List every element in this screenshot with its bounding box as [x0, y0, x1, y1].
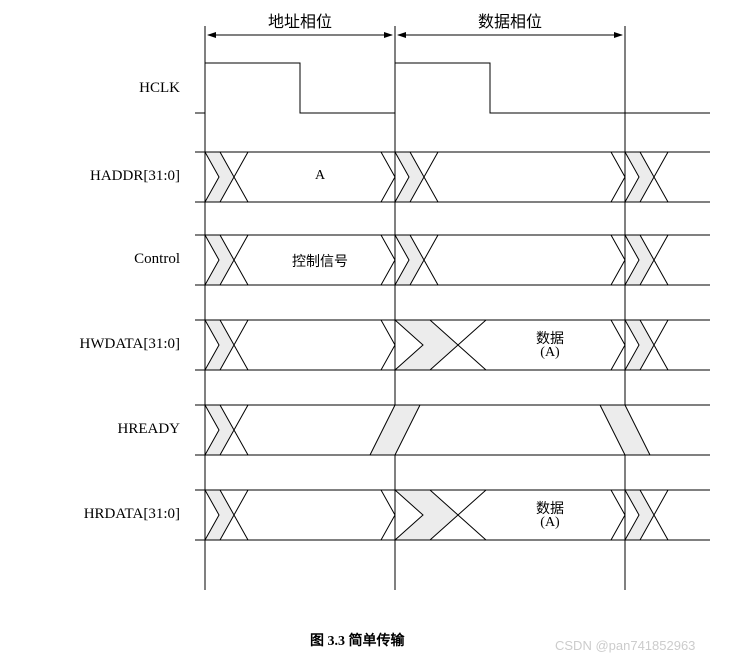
- hclk-wave: [195, 63, 710, 113]
- timing-diagram: 地址相位 数据相位 HCLK HADDR[31:0] Control HWDAT…: [0, 0, 750, 661]
- diagram-svg: [0, 0, 750, 661]
- hrdata-label: HRDATA[31:0]: [40, 506, 180, 523]
- phase-data-label: 数据相位: [415, 8, 605, 32]
- hclk-label: HCLK: [40, 80, 180, 97]
- watermark: CSDN @pan741852963: [555, 638, 695, 653]
- hrdata-wave: [195, 490, 710, 540]
- figure-caption: 图 3.3 简单传输: [310, 630, 405, 650]
- hready-label: HREADY: [40, 421, 180, 438]
- control-value: 控制信号: [280, 251, 360, 271]
- phase-addr-label: 地址相位: [205, 8, 395, 32]
- haddr-value-a: A: [295, 168, 345, 184]
- hready-wave: [195, 405, 710, 455]
- hwdata-label: HWDATA[31:0]: [40, 336, 180, 353]
- hwdata-value-2: (A): [520, 345, 580, 361]
- control-label: Control: [40, 251, 180, 268]
- hrdata-value-2: (A): [520, 515, 580, 531]
- hwdata-wave: [195, 320, 710, 370]
- control-wave: [195, 235, 710, 285]
- haddr-wave: [195, 152, 710, 202]
- haddr-label: HADDR[31:0]: [40, 168, 180, 185]
